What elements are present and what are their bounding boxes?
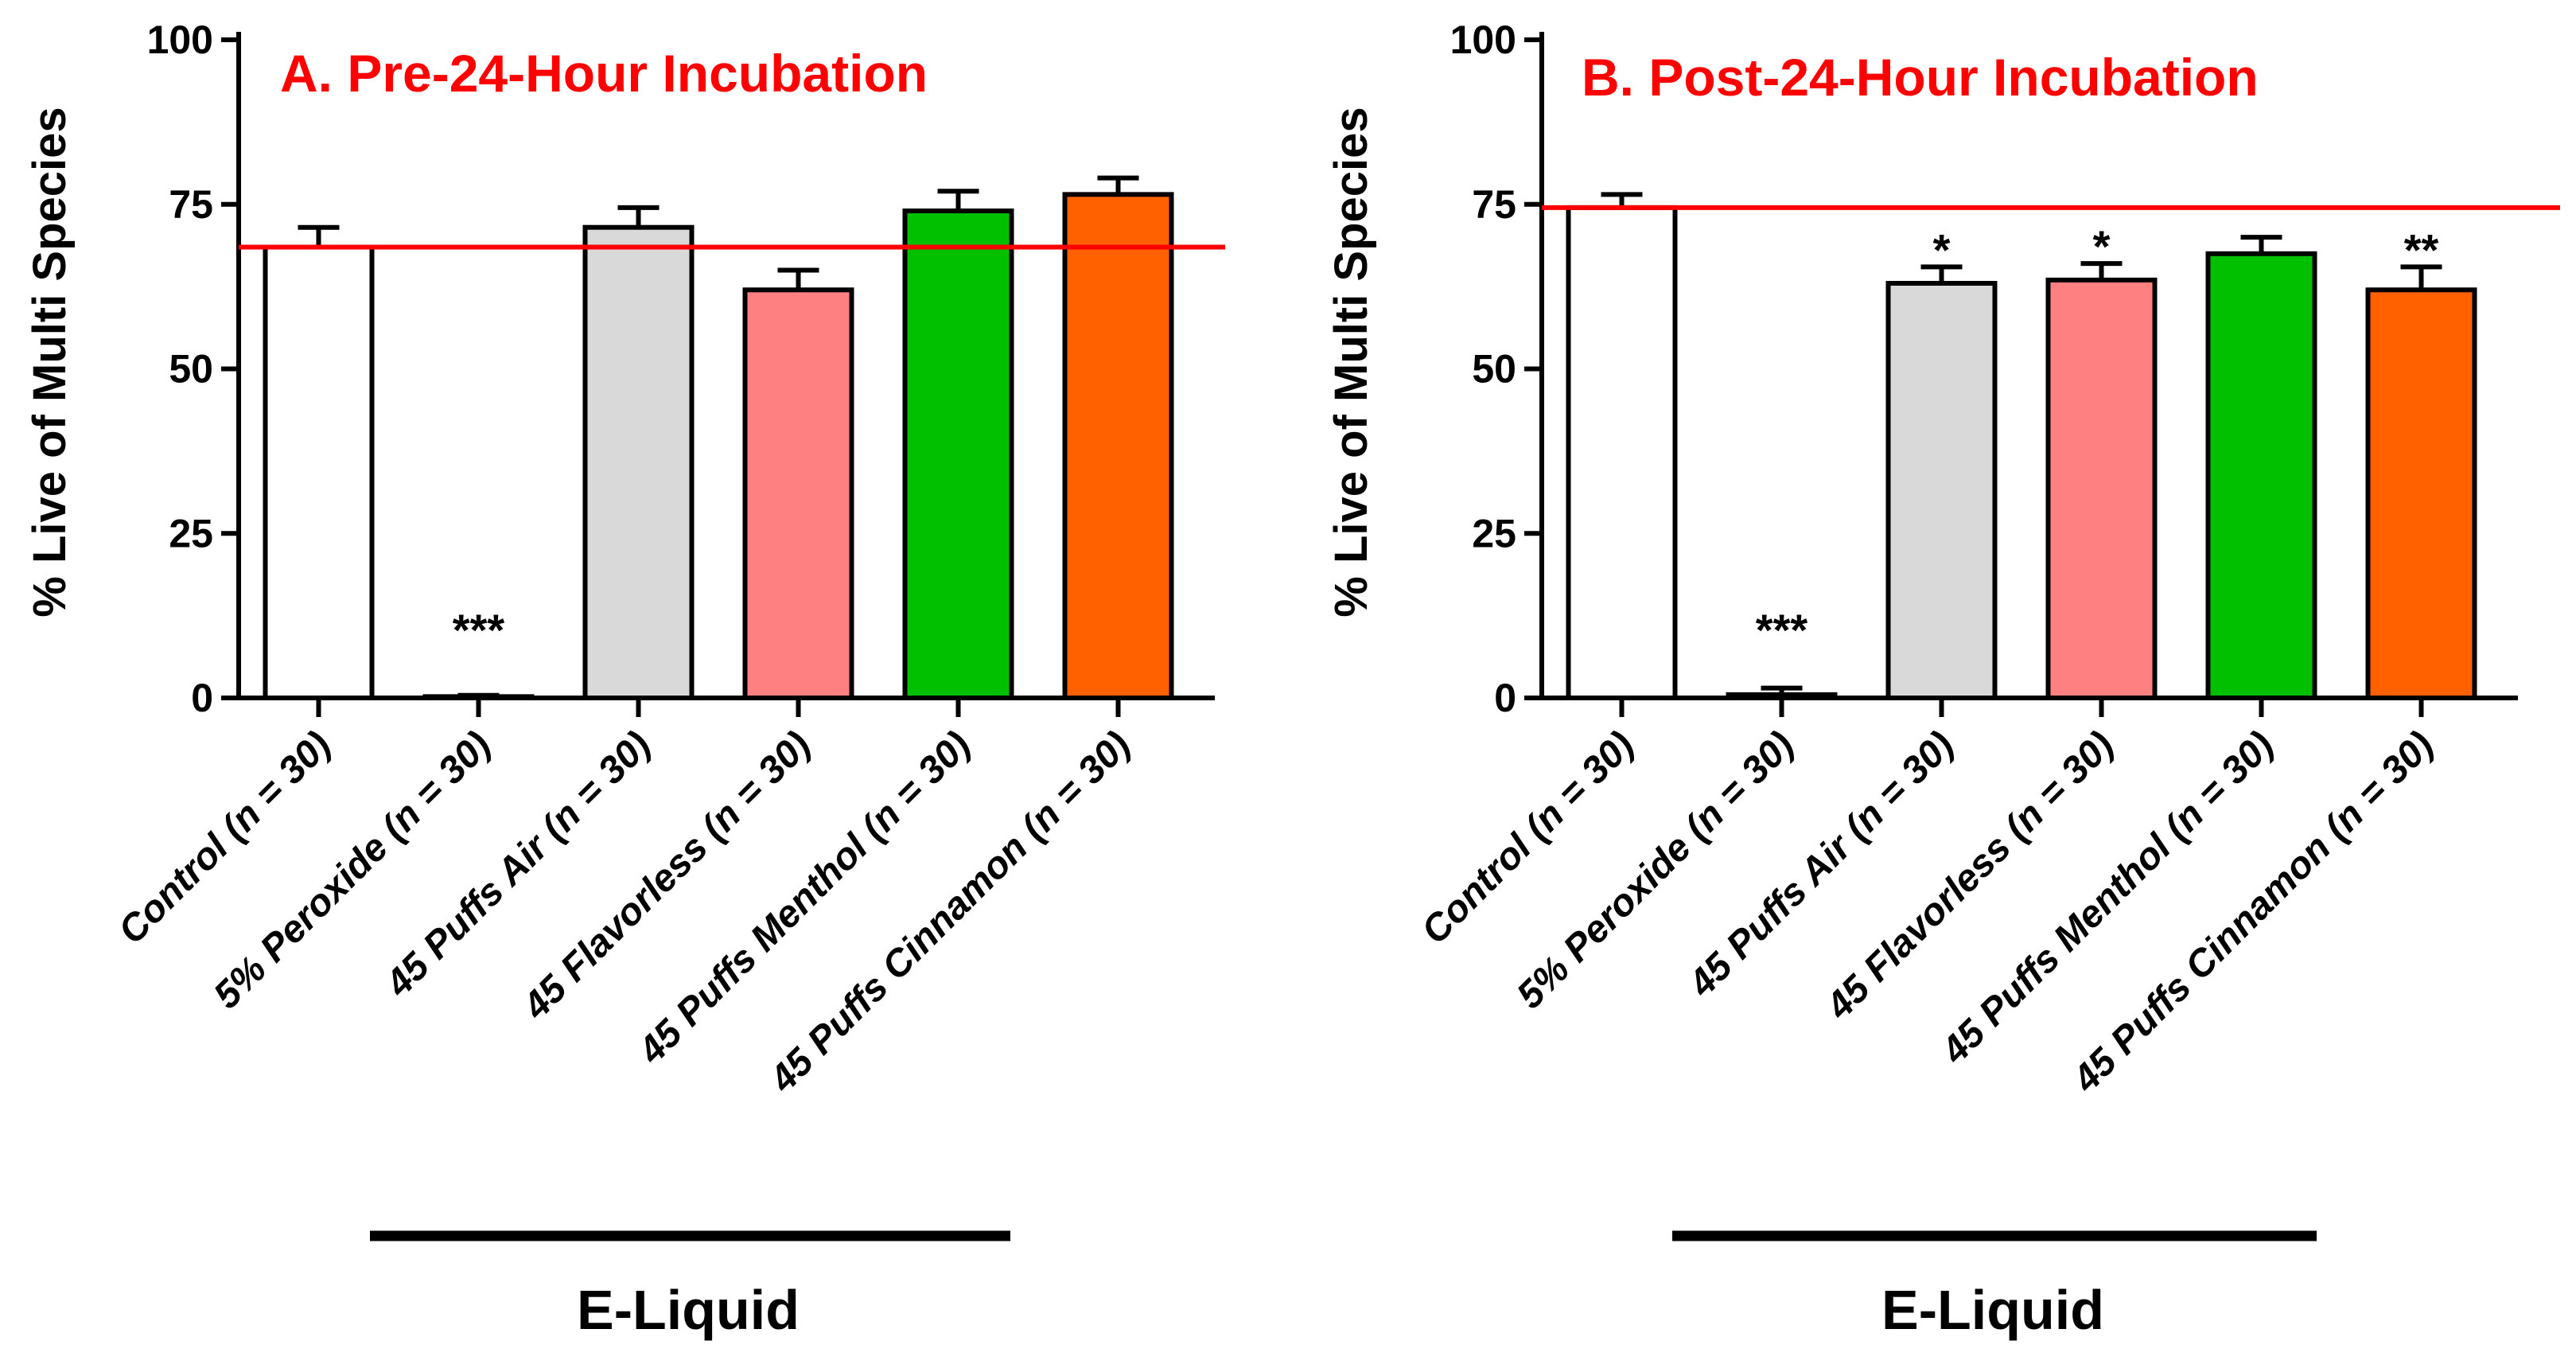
panel-a-bar bbox=[1062, 192, 1174, 701]
panel-a-title: A. Pre-24-Hour Incubation bbox=[280, 44, 928, 103]
panel-b-category-label: 45 Flavorless (n = 30) bbox=[1818, 723, 2122, 1027]
panel-a-y-tick-label: 100 bbox=[147, 18, 213, 62]
panel-b-significance-labels: **** * ** bbox=[1756, 221, 2439, 655]
panel-a-y-ticks: 0 25 50 75 100 bbox=[147, 18, 239, 720]
panel-a-y-tick-label: 75 bbox=[169, 182, 213, 227]
panel-a-category-n: (n = 30) bbox=[1014, 723, 1138, 848]
panel-b-category-n: (n = 30) bbox=[2317, 723, 2442, 848]
panel-b-bar bbox=[2365, 287, 2477, 700]
panel-b-y-axis-label: % Live of Multi Species bbox=[1325, 107, 1377, 617]
panel-b-category-n: (n = 30) bbox=[1837, 723, 1962, 848]
panel-b-significance-label: * bbox=[2093, 221, 2111, 271]
panel-b-category-n: (n = 30) bbox=[1997, 723, 2122, 848]
panel-b-bars bbox=[1566, 192, 2477, 701]
panel-a-category-label: 45 Flavorless (n = 30) bbox=[515, 723, 819, 1027]
panel-a-bar bbox=[902, 209, 1014, 700]
panel-b-y-tick-label: 50 bbox=[1472, 347, 1516, 392]
panel-b-category-labels: Control (n = 30)5% Peroxide (n = 30)45 P… bbox=[1414, 723, 2442, 1101]
panel-b-y-tick-label: 75 bbox=[1472, 182, 1516, 227]
panel-b-category-n: (n = 30) bbox=[1677, 723, 1802, 848]
panel-a-category-label: 5% Peroxide (n = 30) bbox=[206, 723, 500, 1017]
panel-a-bar bbox=[742, 287, 854, 700]
panel-b-significance-label: *** bbox=[1756, 605, 1808, 655]
panel-b-y-tick-label: 100 bbox=[1450, 18, 1516, 62]
panel-b-bar bbox=[2045, 277, 2158, 701]
panel-b-bar bbox=[2205, 251, 2317, 700]
panel-b-category-label: 45 Puffs Air (n = 30) bbox=[1680, 723, 1962, 1005]
panel-b-bar bbox=[1726, 692, 1838, 700]
panel-a-category-n: (n = 30) bbox=[534, 723, 659, 848]
panel-a-y-tick-label: 50 bbox=[169, 347, 213, 392]
panel-b-category-n: (n = 30) bbox=[2157, 723, 2282, 848]
panel-b-significance-label: ** bbox=[2404, 224, 2439, 275]
panel-b-y-ticks: 0 25 50 75 100 bbox=[1450, 18, 1542, 720]
panel-b-category-n: (n = 30) bbox=[1517, 723, 1642, 848]
panel-a-category-n: (n = 30) bbox=[854, 723, 979, 848]
panel-b-significance-label: * bbox=[1933, 224, 1951, 275]
panel-a-category-name: Control bbox=[111, 819, 244, 953]
panel-a-significance-labels: *** bbox=[453, 605, 505, 655]
panel-b-x-ticks bbox=[1619, 698, 2424, 717]
panel-b-y-tick-label: 25 bbox=[1472, 511, 1516, 555]
panel-a: A. Pre-24-Hour Incubation % Live of Mult… bbox=[24, 18, 1225, 1341]
panel-a-category-labels: Control (n = 30)5% Peroxide (n = 30)45 P… bbox=[111, 723, 1138, 1101]
panel-a-bar bbox=[422, 694, 535, 701]
panel-a-y-axis-label: % Live of Multi Species bbox=[24, 107, 76, 617]
panel-a-group-label: E-Liquid bbox=[577, 1279, 800, 1341]
panel-a-category-n: (n = 30) bbox=[214, 723, 339, 848]
panel-a-category-label: 45 Puffs Menthol (n = 30) bbox=[630, 723, 979, 1072]
panel-a-bar bbox=[263, 244, 375, 700]
panel-a-x-ticks bbox=[316, 698, 1121, 717]
panel-a-significance-label: *** bbox=[453, 605, 505, 655]
panel-a-category-n: (n = 30) bbox=[694, 723, 819, 848]
panel-a-category-label: 45 Puffs Air (n = 30) bbox=[377, 723, 659, 1005]
panel-a-y-tick-label: 25 bbox=[169, 511, 213, 555]
panel-b: B. Post-24-Hour Incubation % Live of Mul… bbox=[1325, 18, 2560, 1341]
panel-b-bar bbox=[1885, 280, 1998, 700]
panel-a-category-n: (n = 30) bbox=[374, 723, 499, 848]
panel-a-bars bbox=[263, 175, 1174, 701]
panel-a-y-tick-label: 0 bbox=[191, 676, 213, 720]
panel-b-title: B. Post-24-Hour Incubation bbox=[1582, 48, 2259, 107]
panel-b-group-label: E-Liquid bbox=[1881, 1279, 2104, 1341]
panel-b-category-label: 5% Peroxide (n = 30) bbox=[1509, 723, 1803, 1017]
panel-b-category-label: 45 Puffs Menthol (n = 30) bbox=[1933, 723, 2282, 1072]
panel-b-category-name: Control bbox=[1414, 819, 1547, 953]
panel-b-category-name: 45 Puffs Cinnamon bbox=[2064, 819, 2346, 1101]
panel-b-bar bbox=[1566, 205, 1678, 700]
panel-a-category-name: 45 Puffs Cinnamon bbox=[761, 819, 1043, 1101]
panel-b-y-tick-label: 0 bbox=[1494, 676, 1516, 720]
panel-a-bar bbox=[582, 224, 695, 700]
